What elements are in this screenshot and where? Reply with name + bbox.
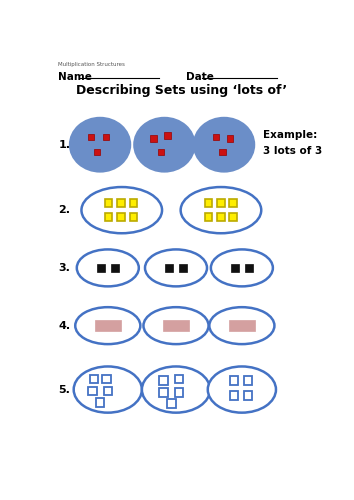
Ellipse shape (135, 118, 194, 171)
Bar (117, 213, 125, 221)
Bar (231, 264, 239, 272)
Bar (175, 374, 183, 383)
Bar (105, 213, 113, 221)
Ellipse shape (145, 250, 207, 286)
Bar (229, 320, 255, 331)
Bar (88, 387, 97, 396)
Bar (230, 392, 238, 400)
Bar (163, 320, 189, 331)
Ellipse shape (75, 307, 140, 344)
Ellipse shape (142, 366, 210, 412)
Text: 1.: 1. (58, 140, 70, 149)
Bar (94, 150, 100, 156)
Text: 3.: 3. (58, 263, 70, 273)
Bar (229, 213, 237, 221)
Bar (164, 132, 171, 138)
Text: Name: Name (58, 72, 92, 83)
Bar (102, 374, 110, 383)
Bar (213, 134, 219, 140)
Bar (244, 376, 252, 384)
Ellipse shape (209, 307, 274, 344)
Bar (96, 398, 104, 407)
Bar (117, 200, 125, 207)
Bar (179, 264, 187, 272)
Bar (245, 264, 253, 272)
Bar (159, 388, 168, 397)
Bar (105, 200, 113, 207)
Bar (95, 320, 121, 331)
Bar (110, 264, 119, 272)
Bar (205, 213, 212, 221)
Bar (97, 264, 105, 272)
Bar (130, 200, 137, 207)
Bar (150, 136, 156, 141)
Text: Date: Date (186, 72, 214, 83)
Bar (175, 388, 183, 397)
Bar (167, 399, 176, 407)
Ellipse shape (211, 250, 273, 286)
Ellipse shape (77, 250, 139, 286)
Bar (103, 134, 109, 140)
Ellipse shape (74, 366, 142, 412)
Bar (229, 200, 237, 207)
Bar (219, 150, 225, 156)
Bar (217, 213, 225, 221)
Bar (227, 136, 233, 141)
Bar (217, 200, 225, 207)
Bar (90, 374, 98, 383)
Bar (130, 213, 137, 221)
Text: 2.: 2. (58, 205, 70, 215)
Bar (205, 200, 212, 207)
Ellipse shape (195, 118, 253, 171)
Bar (159, 376, 168, 384)
Bar (158, 150, 164, 156)
Bar (88, 134, 94, 140)
Bar (165, 264, 173, 272)
Ellipse shape (208, 366, 276, 412)
Text: Multiplication Structures: Multiplication Structures (58, 62, 125, 68)
Bar (230, 376, 238, 384)
Text: 3 lots of 3: 3 lots of 3 (263, 146, 322, 156)
Text: 5.: 5. (58, 384, 70, 394)
Text: Example:: Example: (263, 130, 317, 140)
Ellipse shape (143, 307, 209, 344)
Text: Describing Sets using ‘lots of’: Describing Sets using ‘lots of’ (76, 84, 287, 97)
Text: 4.: 4. (58, 320, 70, 330)
Ellipse shape (81, 187, 162, 234)
Ellipse shape (70, 118, 130, 171)
Bar (244, 392, 252, 400)
Bar (103, 387, 112, 396)
Ellipse shape (181, 187, 261, 234)
